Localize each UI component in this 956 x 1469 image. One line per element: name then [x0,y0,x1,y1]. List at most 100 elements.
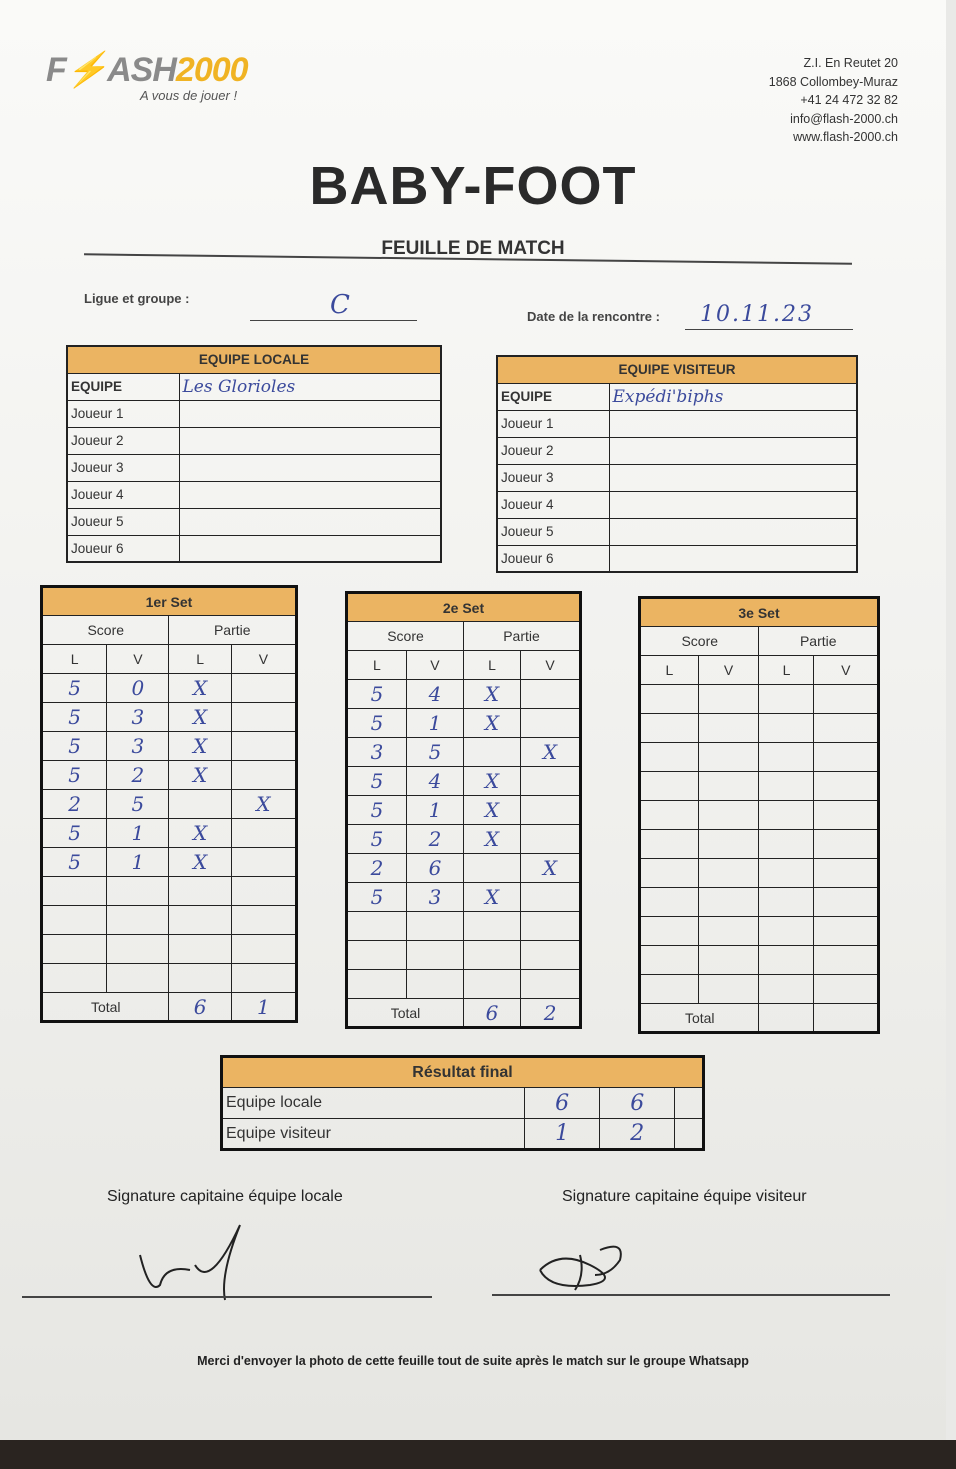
game-cell [462,940,522,970]
set-title: 2e Set [346,592,581,622]
game-cell [697,800,760,830]
team-heading: EQUIPE VISITEUR [496,355,858,384]
player-label: Joueur 3 [66,453,180,482]
game-cell [639,945,699,975]
partie-header: Partie [462,621,582,651]
game-cell: X [462,708,522,738]
league-line [250,320,417,321]
final-value: 1 [523,1118,601,1150]
game-cell: 5 [346,824,407,854]
game-cell [405,911,464,941]
game-cell [813,684,879,714]
player-name-field[interactable] [178,534,442,563]
player-name-field[interactable] [608,463,858,492]
game-cell [106,963,170,993]
game-cell [697,771,760,801]
l-header: L [168,644,232,674]
game-cell: 5 [40,731,108,761]
game-cell [697,742,760,772]
game-cell: 1 [405,795,464,825]
game-cell [40,963,108,993]
game-cell: 2 [40,789,108,819]
player-name-field[interactable] [178,507,442,536]
game-row [639,800,879,830]
score-header: Score [638,626,760,656]
game-cell: 5 [346,679,407,709]
final-value [674,1118,704,1150]
address-line: Z.I. En Reutet 20 [803,56,899,70]
game-cell: 5 [346,708,407,738]
game-cell [230,905,298,935]
game-cell [758,945,815,975]
v-header: V [405,650,464,680]
game-cell [520,708,581,738]
team-label: EQUIPE [66,372,180,401]
date-value: 10.11.23 [700,302,814,327]
game-cell [813,974,879,1004]
game-cell: 1 [106,847,170,877]
game-cell: X [168,731,232,761]
player-label: Joueur 2 [66,426,180,455]
game-cell: 5 [405,737,464,767]
player-name-field[interactable] [178,426,442,455]
game-cell [758,887,815,917]
game-cell [462,969,522,999]
game-cell: 4 [405,766,464,796]
game-cell [639,800,699,830]
game-cell [230,702,298,732]
game-cell [462,737,522,767]
set-3-table: 3e Set Score Partie L V L V Total [638,596,880,1034]
game-row [639,829,879,859]
game-cell: 5 [346,795,407,825]
final-row-label: Equipe locale [221,1087,525,1119]
final-row-label: Equipe visiteur [221,1118,525,1150]
player-name-field[interactable] [178,399,442,428]
score-header: Score [346,621,464,651]
game-row [40,934,298,964]
player-name-field[interactable] [608,490,858,519]
date-line [685,329,853,330]
game-cell: 5 [106,789,170,819]
player-name-field[interactable] [608,517,858,546]
player-name-field[interactable] [178,453,442,482]
email: info@flash-2000.ch [790,111,898,126]
team-name: Les Glorioles [178,372,442,401]
game-cell [758,829,815,859]
game-cell [813,887,879,917]
total-l [758,1003,815,1033]
game-cell: 0 [106,673,170,703]
l-header: L [462,650,522,680]
game-cell [230,847,298,877]
l-header: L [346,650,407,680]
game-cell [405,940,464,970]
game-cell [813,713,879,743]
v-header: V [813,655,879,685]
game-cell: 3 [405,882,464,912]
player-name-field[interactable] [608,409,858,438]
game-cell: 5 [40,673,108,703]
partie-header: Partie [168,615,297,645]
team-name: Expédi'biphs [608,382,858,411]
date-label: Date de la rencontre : [527,309,660,324]
away-team-table: EQUIPE VISITEUR EQUIPE Expédi'biphs Joueur … [496,355,858,573]
league-value: C [330,290,350,320]
game-cell: 2 [405,824,464,854]
player-name-field[interactable] [608,544,858,573]
player-name-field[interactable] [178,480,442,509]
total-v: 2 [520,998,581,1028]
game-cell: X [462,766,522,796]
v-header: V [697,655,760,685]
game-row [40,876,298,906]
game-cell [106,876,170,906]
game-cell [520,766,581,796]
player-name-field[interactable] [608,436,858,465]
home-signature-line [22,1296,432,1298]
